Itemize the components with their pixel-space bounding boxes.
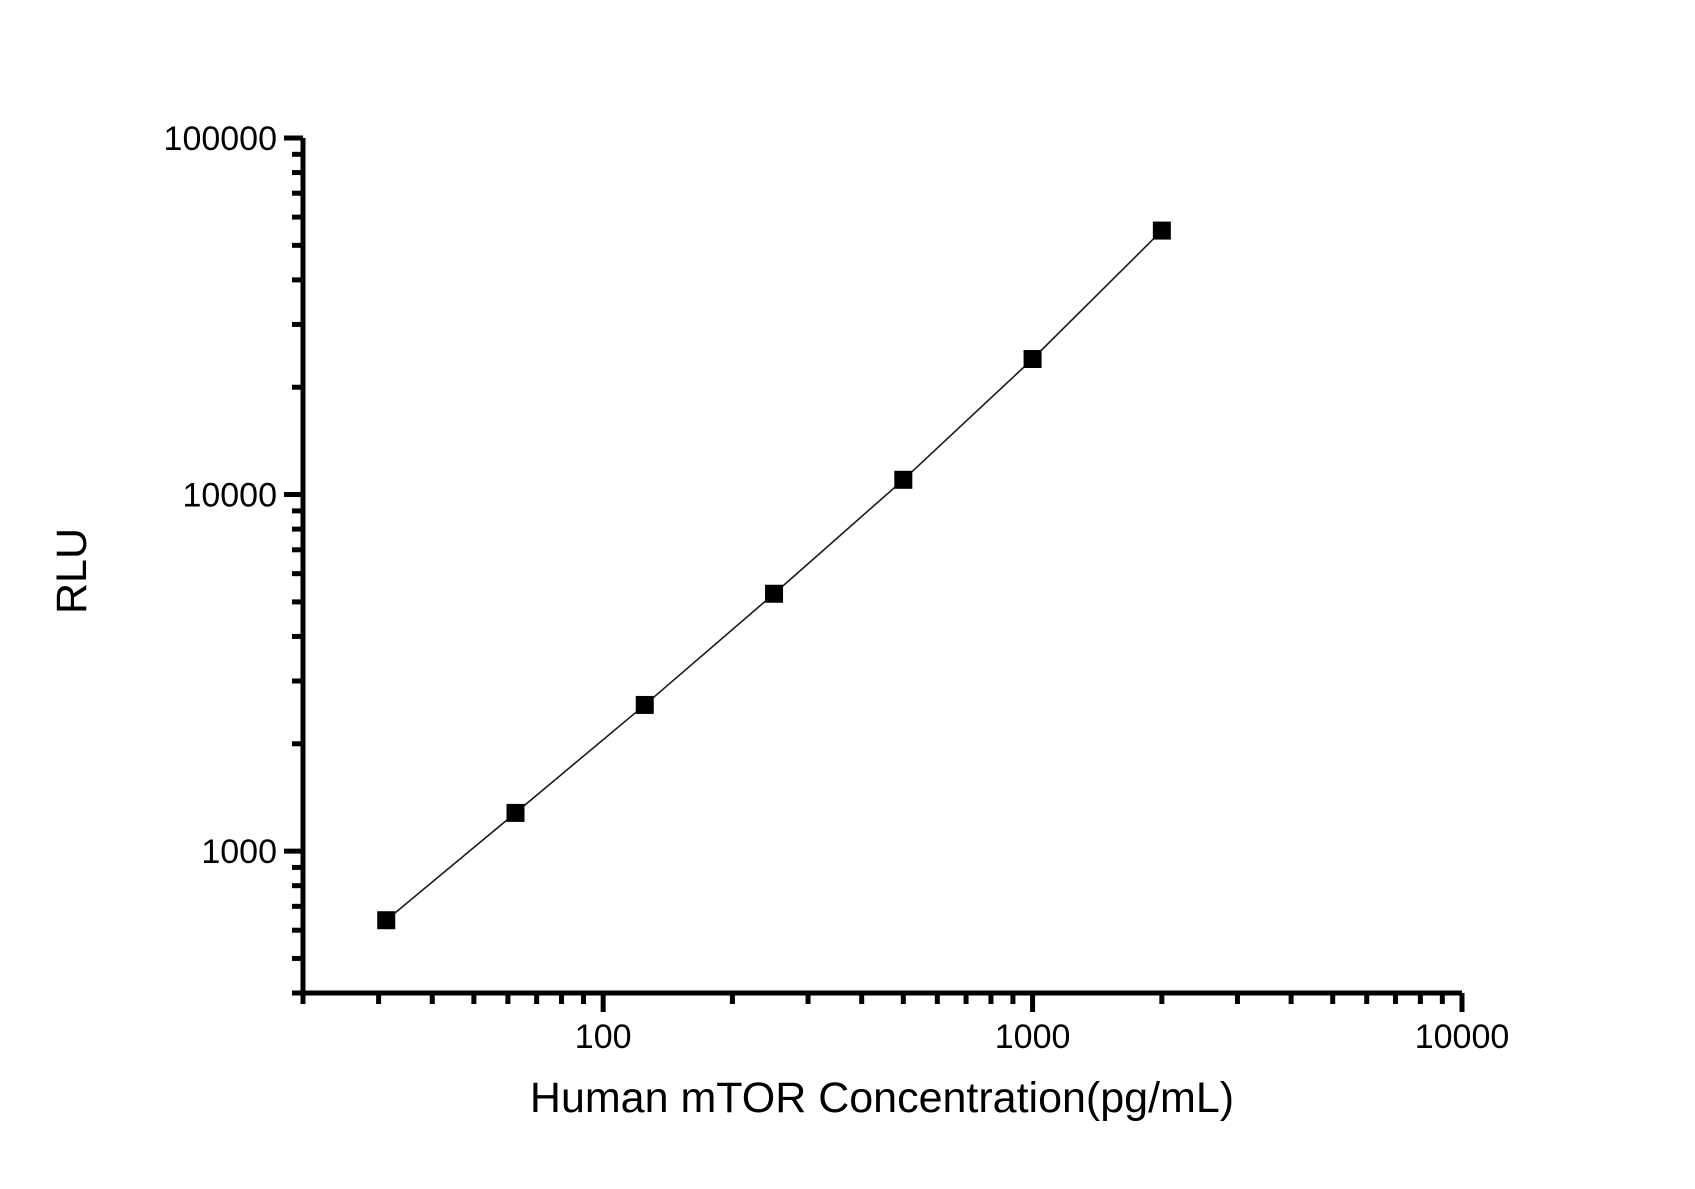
x-tick-label: 100	[575, 1018, 632, 1056]
axis-frame	[300, 138, 1462, 996]
data-point	[377, 911, 396, 930]
data-point	[765, 584, 784, 603]
data-point	[894, 470, 913, 489]
y-tick-label: 100000	[164, 120, 277, 158]
tick-labels: 100 1000 10000 1000 10000 100000	[164, 120, 1510, 1056]
y-tick-label: 1000	[201, 833, 277, 871]
y-axis-title: RLU	[48, 528, 96, 614]
x-tick-label: 1000	[995, 1018, 1071, 1056]
data-markers	[377, 221, 1171, 930]
x-tick-label: 10000	[1415, 1018, 1510, 1056]
data-point	[635, 695, 654, 714]
axis-ticks	[284, 135, 1465, 1012]
data-point	[506, 803, 525, 822]
data-point	[1152, 221, 1171, 240]
data-point	[1023, 349, 1042, 368]
data-series-line	[385, 230, 1163, 921]
x-axis-title: Human mTOR Concentration(pg/mL)	[530, 1074, 1234, 1122]
y-tick-label: 10000	[182, 476, 277, 514]
